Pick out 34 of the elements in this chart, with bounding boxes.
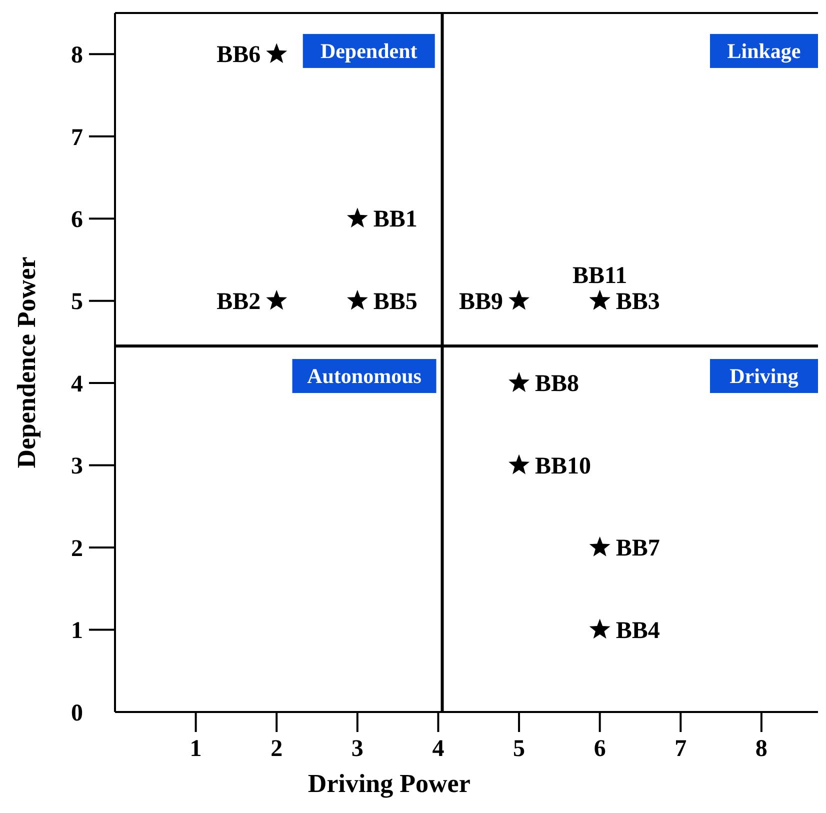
x-tick-label: 5 xyxy=(513,736,526,762)
annotation: Autonomous xyxy=(307,364,422,388)
y-tick-label: 7 xyxy=(71,124,83,151)
x-tick-label: 1 xyxy=(190,736,202,762)
y-tick-label: 8 xyxy=(71,42,83,69)
annotation: Linkage xyxy=(727,38,801,63)
y-tick-label: 6 xyxy=(71,206,83,233)
series-label: BB3 xyxy=(616,288,660,315)
y-tick-label: 0 xyxy=(71,700,83,726)
series-label: BB1 xyxy=(373,206,418,233)
x-tick-label: 3 xyxy=(351,736,364,762)
series-label: BB2 xyxy=(216,288,261,315)
series-label: BB4 xyxy=(616,618,660,644)
y-tick-label: 5 xyxy=(71,289,83,316)
series-label: BB5 xyxy=(373,288,418,315)
series-label: BB9 xyxy=(459,288,504,315)
annotation: Driving xyxy=(730,364,799,388)
annotation: Dependent xyxy=(320,38,418,63)
series-label: BB10 xyxy=(535,453,592,480)
series-label: BB7 xyxy=(616,536,660,562)
y-axis-title: Dependence Power xyxy=(12,256,41,468)
y-tick-label: 3 xyxy=(71,454,83,480)
series-label: BB11 xyxy=(572,262,628,289)
series-label: BB8 xyxy=(535,371,580,398)
y-tick-label: 2 xyxy=(71,536,83,562)
y-tick-label: 1 xyxy=(71,618,83,644)
y-tick-label: 4 xyxy=(71,371,83,398)
series-label: BB6 xyxy=(216,42,261,68)
x-tick-label: 6 xyxy=(594,736,606,762)
x-tick-label: 2 xyxy=(270,736,283,762)
x-tick-label: 4 xyxy=(432,736,444,762)
x-tick-label: 7 xyxy=(674,736,687,762)
x-tick-label: 8 xyxy=(755,736,768,762)
x-axis-title: Driving Power xyxy=(308,769,470,798)
